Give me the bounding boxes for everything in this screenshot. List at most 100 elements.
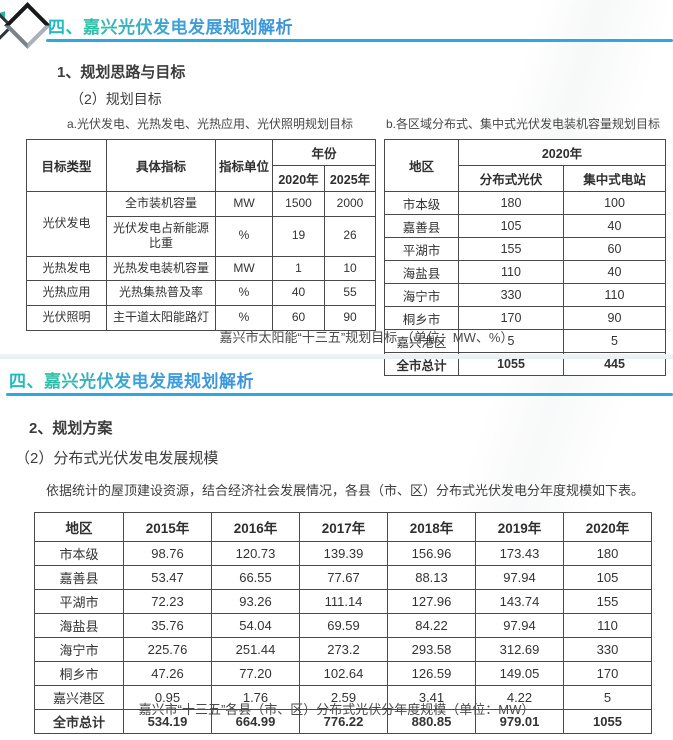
value-cell: 60	[563, 237, 666, 261]
value-cell: 55	[323, 280, 377, 306]
value-cell: 156.96	[387, 541, 476, 566]
type-cell: 光伏照明	[26, 304, 107, 331]
type-cell: 光热应用	[26, 280, 107, 306]
region-cell: 海盐县	[34, 613, 124, 638]
targets-table: 目标类型 具体指标 指标单位 年份 2020年 2025年 光伏发电 全市装机容量…	[26, 139, 377, 331]
value-cell: 105	[563, 565, 652, 590]
value-cell: 40	[563, 214, 666, 238]
column-header-region: 地区	[384, 139, 459, 192]
value-cell: 225.76	[123, 637, 212, 662]
value-cell: 1500	[272, 191, 325, 217]
slide2-paragraph: 依据统计的屋顶建设资源，结合经济社会发展情况，各县（市、区）分布式光伏发电分年度…	[46, 483, 645, 498]
region-cell: 嘉兴港区	[384, 329, 459, 353]
table-row: 平湖市 72.23 93.26 111.14 127.96 143.74 155	[34, 589, 652, 614]
value-cell: 54.04	[211, 613, 300, 638]
value-cell: 10	[323, 255, 377, 282]
value-cell: 88.13	[387, 565, 476, 590]
region-cell: 海宁市	[34, 637, 124, 662]
column-header-2025: 2025年	[323, 165, 377, 192]
value-cell: 293.58	[387, 637, 476, 662]
value-cell: 110	[458, 260, 564, 284]
value-cell: 5	[563, 329, 666, 353]
table-row: 平湖市 155 60	[384, 237, 666, 261]
value-cell: 330	[563, 637, 652, 662]
value-cell: 40	[563, 260, 666, 284]
value-cell: 69.59	[299, 613, 388, 638]
value-cell: 110	[563, 613, 652, 638]
value-cell: 251.44	[211, 637, 300, 662]
column-header: 2017年	[299, 512, 388, 542]
value-cell: 60	[272, 304, 325, 331]
unit-cell: %	[215, 304, 273, 331]
table-row: 光伏照明 主干道太阳能路灯% 60 90	[26, 304, 377, 331]
column-header: 2020年	[563, 512, 652, 542]
value-cell: 97.94	[475, 565, 564, 590]
indicator-cell: 光伏发电占新能源比重	[106, 215, 216, 257]
value-cell: 19	[272, 215, 325, 257]
regions-table: 地区 2020年 分布式光伏 集中式电站 市本级 180 100 嘉善县 105 40 平湖…	[384, 139, 666, 376]
table-header-row: 地区 2015年 2016年 2017年 2018年 2019年 2020年	[34, 512, 652, 542]
value-cell: 105	[458, 214, 564, 238]
slide1-subsection-heading: （2）规划目标	[70, 91, 162, 107]
value-cell: 180	[458, 191, 564, 215]
value-cell: 47.26	[123, 661, 212, 686]
slide1-table-caption: 嘉兴市太阳能“十三五”规划目标 （单位：MW、%）	[219, 330, 514, 345]
indicator-cell: 光热发电装机容量	[106, 255, 216, 282]
table-row: 光伏发电占新能源比重% 19 26	[27, 215, 377, 257]
value-cell: 84.22	[387, 613, 476, 638]
value-cell: 77.67	[299, 565, 388, 590]
total-value-cell: 534.19	[123, 709, 212, 734]
table-row: 嘉善县 105 40	[384, 214, 666, 238]
value-cell: 149.05	[475, 661, 564, 686]
value-cell: 173.43	[475, 541, 564, 566]
value-cell: 111.14	[299, 589, 388, 614]
value-cell: 98.76	[123, 541, 212, 566]
column-header-2020: 2020年	[272, 165, 325, 192]
table-row: 市本级 180 100	[384, 191, 666, 215]
slide1-title-underline	[46, 39, 673, 42]
table-row: 市本级 98.76 120.73 139.39 156.96 173.43 180	[34, 541, 652, 566]
table-header-row: 2020年 2025年	[27, 165, 377, 192]
column-header: 地区	[34, 512, 124, 542]
value-cell: 2.59	[299, 685, 388, 710]
column-header-unit: 指标单位	[215, 139, 273, 192]
table-row: 嘉兴港区 0.95 1.76 2.59 3.41 4.22 5	[34, 685, 652, 710]
value-cell: 53.47	[123, 565, 212, 590]
table-row: 光热发电 光热发电装机容量 MW 1 10	[26, 255, 377, 282]
type-cell: 光热发电	[26, 255, 107, 282]
value-cell: 66.55	[211, 565, 300, 590]
value-cell: 127.96	[387, 589, 476, 614]
value-cell: 180	[563, 541, 652, 566]
table-header-row: 地区 2020年	[384, 139, 666, 192]
value-cell: 3.41	[387, 685, 476, 710]
slide-separator	[0, 354, 673, 359]
region-cell: 嘉善县	[34, 565, 124, 590]
value-cell: 100	[563, 191, 666, 215]
column-header-year-group: 年份	[271, 139, 377, 166]
table-row: 光热应用 光热集热普及率% 40 55	[26, 280, 377, 306]
table-row: 嘉善县 53.47 66.55 77.67 88.13 97.94 105	[34, 565, 652, 590]
indicator-cell: 全市装机容量	[106, 191, 216, 217]
value-cell: 120.73	[211, 541, 300, 566]
table-row: 光伏发电 全市装机容量 MW 1500 2000	[26, 191, 377, 257]
value-cell: 126.59	[387, 661, 476, 686]
column-header: 2016年	[211, 512, 300, 542]
slide1-title: 四、嘉兴光伏发电发展规划解析	[48, 13, 293, 38]
total-label-cell: 全市总计	[34, 709, 124, 734]
column-header-type: 目标类型	[26, 139, 107, 192]
slide1-diamond-icon	[0, 2, 52, 52]
regions-table-label: b.各区域分布式、集中式光伏发电装机容量规划目标	[386, 117, 661, 131]
indicator-cell: 主干道太阳能路灯	[106, 304, 216, 331]
value-cell: 273.2	[299, 637, 388, 662]
region-cell: 桐乡市	[34, 661, 124, 686]
value-cell: 26	[323, 215, 377, 257]
column-header-indicator: 具体指标	[106, 139, 216, 192]
indicator-cell: 光热集热普及率	[106, 280, 216, 306]
value-cell: 90	[563, 306, 666, 330]
total-value-cell: 776.22	[299, 709, 388, 734]
column-header: 2019年	[475, 512, 564, 542]
total-value-cell: 979.01	[475, 709, 564, 734]
table-row: 嘉兴港区 5 5	[384, 329, 666, 353]
diamond-icon	[4, 2, 51, 49]
column-header-centralized: 集中式电站	[563, 165, 666, 192]
